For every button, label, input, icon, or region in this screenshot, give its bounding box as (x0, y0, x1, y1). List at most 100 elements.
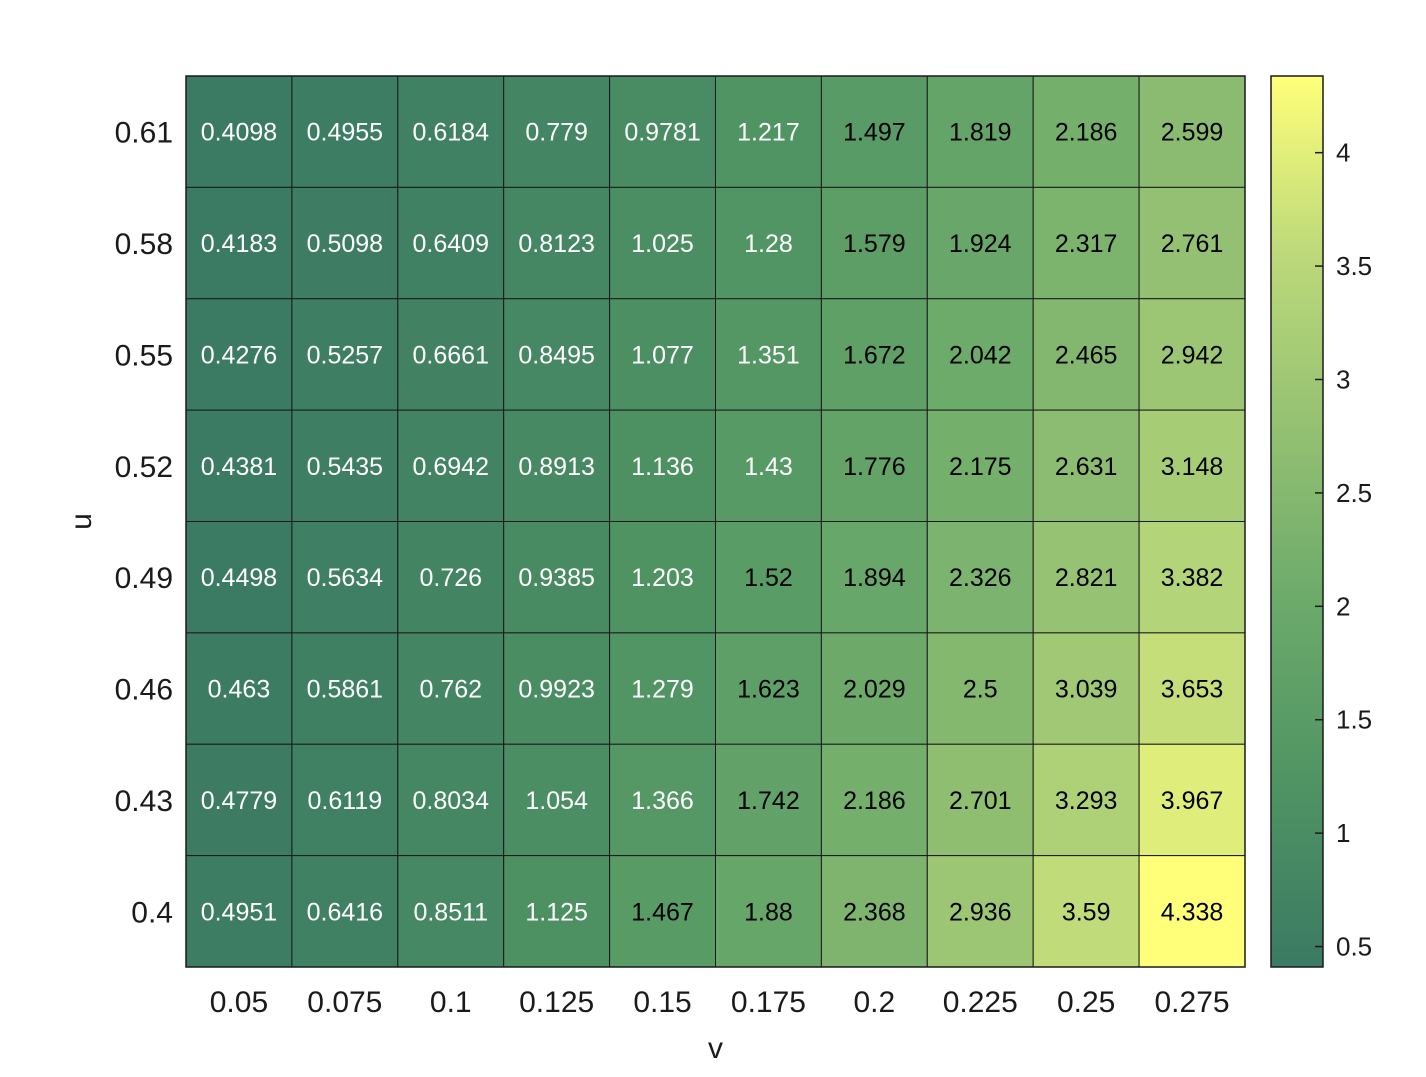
heatmap-cell-value: 0.6416 (307, 898, 383, 926)
heatmap-cell-value: 3.382 (1161, 564, 1224, 592)
heatmap-cell-value: 0.8495 (518, 341, 594, 369)
heatmap-cell-value: 1.43 (744, 453, 793, 481)
heatmap-cell (715, 743, 822, 857)
heatmap-cells (185, 75, 1246, 968)
colorbar-tick-label: 4 (1336, 138, 1350, 168)
heatmap-cell (1032, 521, 1140, 634)
heatmap-cell (1032, 743, 1140, 857)
heatmap-cell-value: 1.742 (737, 787, 800, 815)
x-axis-label: v (708, 1032, 723, 1065)
y-tick-label: 0.43 (115, 785, 173, 818)
heatmap-cell-value: 2.5 (963, 676, 998, 704)
x-axis-ticks: 0.05 0.075 0.1 0.125 0.15 0.175 0.2 0.225 0.25 0.… (210, 986, 1230, 1019)
x-tick-label: 0.125 (519, 986, 594, 1019)
heatmap-cell (185, 743, 293, 857)
heatmap-cell (291, 298, 399, 411)
heatmap-cell (185, 75, 293, 188)
heatmap-cell-value: 2.942 (1161, 341, 1224, 369)
heatmap-cell (926, 521, 1034, 634)
heatmap-cell-value: 0.4183 (201, 230, 277, 258)
heatmap-cell-value: 0.4779 (201, 787, 277, 815)
heatmap-cell-value: 0.5098 (307, 230, 383, 258)
heatmap-cell (820, 743, 928, 857)
heatmap-cell-value: 0.6942 (413, 453, 489, 481)
heatmap-cell-value: 1.351 (737, 341, 800, 369)
heatmap-cell (503, 743, 611, 857)
colorbar-tick-label: 2 (1336, 591, 1350, 621)
heatmap-cell-value: 0.5634 (307, 564, 384, 592)
heatmap-cell-value: 1.88 (744, 898, 793, 926)
y-tick-label: 0.55 (115, 339, 173, 372)
heatmap-cell (185, 409, 293, 522)
heatmap-cell (820, 298, 928, 411)
x-tick-label: 0.2 (853, 986, 895, 1019)
x-tick-label: 0.175 (731, 986, 806, 1019)
x-tick-label: 0.1 (430, 986, 472, 1019)
heatmap-cell (926, 743, 1034, 857)
heatmap-cell (503, 186, 611, 300)
x-tick-label: 0.225 (943, 986, 1018, 1019)
heatmap-cell-value: 0.5861 (307, 676, 383, 704)
heatmap-cell-value: 3.039 (1055, 676, 1118, 704)
heatmap-cell-value: 0.9385 (518, 564, 594, 592)
heatmap-cell (715, 409, 822, 522)
colorbar-tick-label: 1.5 (1336, 705, 1372, 735)
heatmap-cell-value: 1.776 (843, 453, 906, 481)
heatmap-cell-value: 1.894 (843, 564, 906, 592)
heatmap-cell-value: 2.631 (1055, 453, 1118, 481)
heatmap-cell-value: 2.175 (949, 453, 1012, 481)
heatmap-cell-value: 0.762 (419, 676, 482, 704)
heatmap-cell (291, 855, 399, 968)
heatmap-cell-value: 0.8511 (413, 898, 488, 926)
heatmap-cell-value: 0.726 (419, 564, 482, 592)
heatmap-cell (397, 521, 505, 634)
heatmap-cell-value: 0.5435 (307, 453, 383, 481)
heatmap-cell (1138, 75, 1246, 188)
heatmap-cell-value: 3.293 (1055, 787, 1118, 815)
heatmap-cell (397, 298, 505, 411)
colorbar-tick-label: 2.5 (1336, 478, 1372, 508)
heatmap-cell-value: 1.203 (631, 564, 694, 592)
x-tick-label: 0.05 (210, 986, 268, 1019)
heatmap-cell (609, 75, 716, 188)
y-axis-ticks: 0.61 0.58 0.55 0.52 0.49 0.46 0.43 0.4 (115, 117, 173, 930)
heatmap-cell-value: 1.623 (737, 676, 800, 704)
heatmap-cell-value: 1.366 (631, 787, 694, 815)
heatmap-cell-value: 0.463 (208, 676, 271, 704)
heatmap-cell (609, 298, 716, 411)
heatmap-cell (291, 743, 399, 857)
heatmap-cell-value: 0.6119 (308, 787, 383, 815)
y-tick-label: 0.58 (115, 228, 173, 261)
colorbar-tick-label: 1 (1336, 818, 1350, 848)
heatmap-cell (820, 632, 928, 745)
heatmap-cell (291, 75, 399, 188)
heatmap-cell (926, 409, 1034, 522)
heatmap-cell (185, 632, 293, 745)
heatmap-cell-value: 1.279 (631, 676, 694, 704)
y-tick-label: 0.52 (115, 451, 173, 484)
heatmap-cell-value: 1.054 (525, 787, 588, 815)
heatmap-cell-value: 0.4955 (307, 119, 383, 147)
heatmap-cell (397, 632, 505, 745)
heatmap-cell-value: 2.465 (1055, 341, 1118, 369)
y-axis-label: u (65, 513, 98, 530)
heatmap-cell-value: 0.9781 (624, 119, 700, 147)
heatmap-cell-value: 0.8123 (518, 230, 594, 258)
heatmap-cell-value: 0.4498 (201, 564, 277, 592)
heatmap-cell-value: 1.819 (949, 119, 1012, 147)
heatmap-cell (926, 186, 1034, 300)
heatmap-cell-value: 1.136 (631, 453, 694, 481)
heatmap-cell (1032, 632, 1140, 745)
heatmap-cell-value: 1.672 (843, 341, 906, 369)
heatmap-cell-value: 0.4951 (201, 898, 277, 926)
heatmap-cell-value: 1.579 (843, 230, 906, 258)
heatmap-cell (1032, 298, 1140, 411)
x-tick-label: 0.15 (633, 986, 691, 1019)
heatmap-cell-value: 2.186 (843, 787, 906, 815)
heatmap-cell (820, 855, 928, 968)
heatmap-cell (609, 855, 716, 968)
y-tick-label: 0.4 (131, 896, 173, 929)
heatmap-cell (820, 521, 928, 634)
x-tick-label: 0.275 (1155, 986, 1230, 1019)
